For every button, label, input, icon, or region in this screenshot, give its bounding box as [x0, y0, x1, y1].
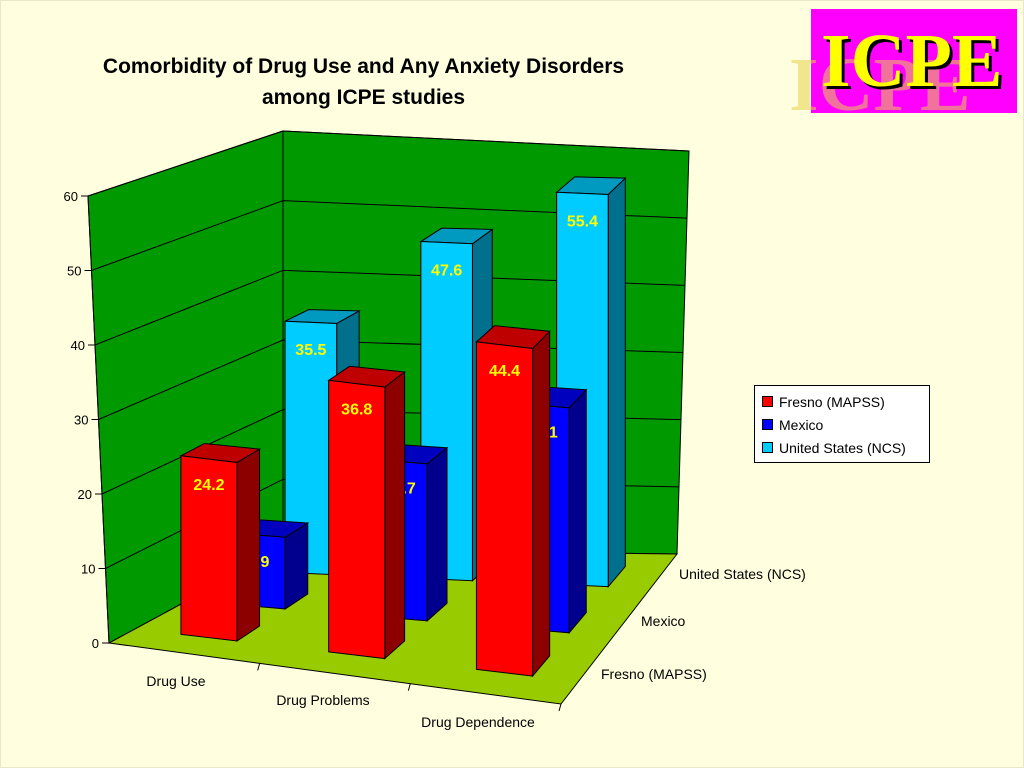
bars: 35.547.655.49.921.731.124.236.844.4: [179, 176, 627, 678]
value-label-fresno-mapss-drug-problems: 36.8: [341, 401, 372, 418]
legend-item-mexico: Mexico: [755, 413, 929, 436]
x-tick-0: [257, 663, 261, 671]
y-axis: 0 10 20 30 40 50 60: [64, 189, 110, 651]
gridline-50: [91, 200, 688, 271]
x-tick-end: [558, 703, 562, 712]
icpe-logo-text: ICPE: [821, 19, 1003, 103]
y-tick-label-0: 0: [92, 636, 99, 651]
value-label-fresno-mapss-drug-dependence: 44.4: [489, 363, 520, 380]
value-label-united-states-ncs-drug-problems: 47.6: [431, 263, 462, 280]
bar-fresno-mapss-drug-dependence: [475, 341, 534, 677]
x-label-drug-dependence: Drug Dependence: [421, 714, 535, 730]
bar-fresno-mapss-drug-problems: [328, 379, 386, 660]
bar-united-states-ncs-drug-use: [284, 320, 338, 576]
bar-side-fresno-mapss-drug-dependence: [532, 330, 551, 678]
bar-fresno-mapss-drug-use: [180, 455, 238, 642]
legend-label-fresno: Fresno (MAPSS): [779, 393, 885, 410]
legend-item-united-states: United States (NCS): [755, 436, 929, 459]
bar-side-mexico-drug-use: [284, 522, 309, 610]
bar-side-united-states-ncs-drug-dependence: [607, 176, 626, 589]
chart-title-line-2: among ICPE studies: [261, 86, 466, 109]
gridline-60: [87, 130, 690, 197]
y-tick-label-10: 10: [81, 562, 95, 577]
icpe-logo-box: [811, 9, 1017, 113]
bar-side-fresno-mapss-drug-problems: [384, 370, 406, 660]
chart-title-line-1: Comorbidity of Drug Use and Any Anxiety …: [102, 55, 625, 78]
legend-label-mexico: Mexico: [779, 416, 824, 433]
value-label-fresno-mapss-drug-use: 24.2: [193, 477, 224, 494]
gridline-40: [94, 269, 686, 346]
value-label-united-states-ncs-drug-dependence: 55.4: [567, 213, 598, 230]
depth-axis: United States (NCS) Mexico Fresno (MAPSS): [601, 566, 806, 682]
chart-title: Comorbidity of Drug Use and Any Anxiety …: [21, 51, 706, 113]
y-tick-label-60: 60: [64, 189, 78, 204]
depth-label-united-states-ncs: United States (NCS): [679, 566, 806, 582]
chart-body: 0 10 20 30 40 50 60 Drug Use Drug Problems Drug D…: [64, 130, 806, 730]
x-axis: Drug Use Drug Problems Drug Dependence: [146, 663, 562, 730]
x-tick-1: [407, 683, 411, 691]
value-label-united-states-ncs-drug-use: 35.5: [295, 342, 326, 359]
y-tick-label-20: 20: [78, 487, 92, 502]
bar-side-mexico-drug-dependence: [568, 388, 587, 635]
legend-swatch-united-states: [762, 442, 773, 453]
series-fresno-mapss: 24.2 36.8 44.4: [179, 325, 551, 678]
depth-label-mexico: Mexico: [641, 613, 686, 629]
icpe-logo-shadow: ICPE: [789, 43, 971, 127]
legend-swatch-fresno: [762, 396, 773, 407]
legend-label-united-states: United States (NCS): [779, 439, 906, 456]
x-label-drug-problems: Drug Problems: [276, 692, 369, 708]
legend-item-fresno: Fresno (MAPSS): [755, 390, 929, 413]
bar-side-mexico-drug-problems: [426, 446, 448, 622]
bar-side-fresno-mapss-drug-use: [236, 448, 261, 642]
legend-swatch-mexico: [762, 419, 773, 430]
y-tick-label-30: 30: [74, 413, 88, 428]
y-tick-label-40: 40: [71, 338, 85, 353]
depth-label-fresno-mapss: Fresno (MAPSS): [601, 666, 707, 682]
x-label-drug-use: Drug Use: [146, 673, 205, 689]
chart-legend: Fresno (MAPSS) Mexico United States (NCS…: [754, 385, 930, 463]
y-tick-label-50: 50: [67, 264, 81, 279]
